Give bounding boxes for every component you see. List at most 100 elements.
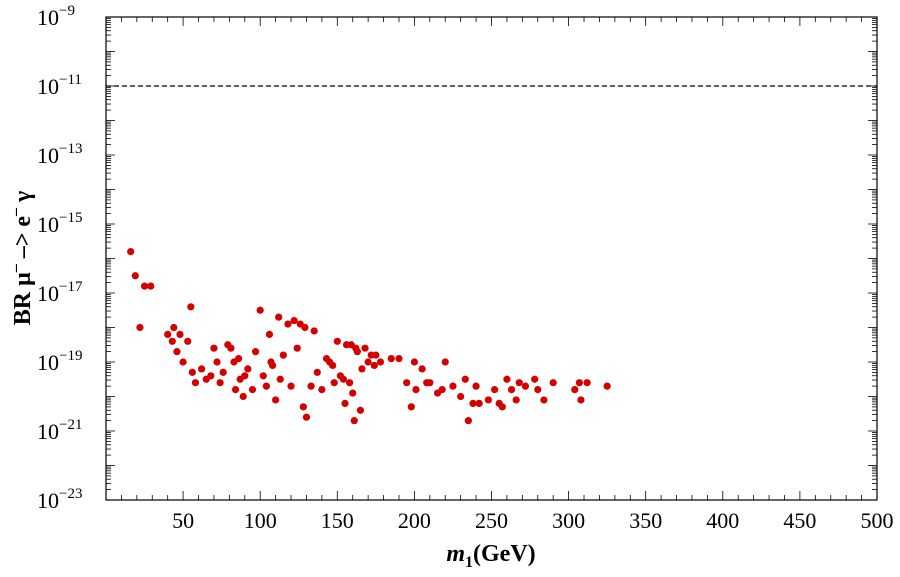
y-tick-label: 10−17 (37, 279, 83, 306)
data-point (187, 303, 195, 311)
data-point (603, 382, 611, 390)
data-point (188, 368, 196, 376)
y-label-sup-e: – (7, 207, 24, 217)
data-point (136, 323, 144, 332)
y-tick-label: 10−11 (37, 72, 82, 99)
y-tick-label: 10−19 (37, 348, 82, 375)
data-point (279, 351, 287, 359)
data-point (507, 386, 516, 394)
data-point (248, 386, 257, 394)
data-point (207, 372, 215, 380)
data-point (461, 375, 469, 383)
data-point (164, 330, 172, 338)
x-tick-label: 100 (244, 508, 277, 533)
data-point (219, 368, 227, 376)
data-point (140, 282, 149, 290)
data-point (475, 399, 483, 407)
data-point (418, 365, 426, 373)
x-tick-label: 250 (475, 508, 508, 533)
x-tick-label: 200 (398, 508, 431, 533)
data-point (457, 392, 465, 401)
data-point (376, 358, 385, 366)
data-point (210, 344, 218, 352)
data-point (577, 396, 585, 404)
data-point (472, 382, 480, 390)
data-point (275, 313, 283, 321)
data-point (239, 392, 247, 401)
data-point (349, 389, 357, 397)
data-point (438, 386, 446, 394)
data-point (179, 358, 187, 366)
data-point (176, 330, 184, 338)
data-point (372, 351, 380, 359)
data-point (329, 361, 337, 370)
data-point (265, 330, 274, 338)
data-point (531, 375, 539, 383)
data-point (521, 382, 530, 390)
y-label-sup-mu: – (7, 263, 24, 273)
data-point (244, 365, 252, 373)
x-tick-label: 300 (552, 508, 585, 533)
data-point (131, 272, 139, 280)
data-point (583, 379, 591, 387)
data-point (213, 358, 221, 366)
data-point (515, 379, 523, 387)
data-point (407, 403, 415, 411)
data-point (534, 386, 542, 394)
data-point (168, 337, 176, 345)
data-point (387, 354, 395, 363)
x-label-unit: (GeV) (473, 541, 536, 567)
data-point (503, 375, 511, 383)
data-point (549, 379, 557, 387)
data-point (256, 306, 264, 314)
data-point (307, 382, 315, 390)
x-label-var: m (446, 541, 465, 567)
data-point (575, 379, 583, 387)
y-axis-label: BR μ– –> e– γ (7, 191, 36, 326)
data-point (170, 323, 178, 332)
x-axis-label: m1(GeV) (446, 541, 535, 571)
data-point (293, 344, 301, 352)
data-point (272, 396, 280, 404)
data-point (571, 386, 579, 394)
data-point (216, 379, 224, 387)
data-point (333, 337, 341, 345)
data-point (339, 375, 348, 383)
data-point (469, 399, 477, 407)
data-point (262, 382, 270, 390)
data-point (310, 327, 318, 335)
data-point (449, 382, 457, 390)
data-point (173, 348, 181, 356)
data-point (350, 417, 358, 425)
data-point (441, 358, 449, 366)
data-point (259, 372, 267, 380)
y-tick-label: 10−9 (37, 3, 75, 30)
data-point (464, 417, 472, 425)
data-point (410, 358, 418, 366)
x-tick-label: 400 (706, 508, 739, 533)
data-point (251, 348, 260, 356)
data-point (268, 361, 277, 370)
data-point (147, 282, 155, 290)
data-point (358, 365, 366, 373)
data-point (403, 379, 411, 387)
data-point (302, 413, 311, 421)
data-point (361, 344, 369, 352)
y-label-main: BR μ (10, 272, 36, 325)
y-tick-labels: 10−23 10−21 10−19 10−17 10−15 10−13 10−11 10−9 (37, 3, 83, 513)
data-point (490, 386, 499, 394)
data-point (364, 358, 372, 366)
y-tick-label: 10−21 (37, 417, 82, 444)
data-point (231, 386, 240, 394)
data-point (330, 379, 338, 387)
y-tick-label: 10−23 (37, 486, 82, 513)
y-tick-label: 10−15 (37, 210, 82, 237)
data-point (287, 382, 295, 390)
tick-marks (106, 17, 877, 501)
data-point (227, 344, 235, 352)
data-point (370, 361, 378, 370)
data-point (235, 354, 243, 363)
data-point (184, 337, 192, 345)
x-tick-label: 50 (172, 508, 194, 533)
